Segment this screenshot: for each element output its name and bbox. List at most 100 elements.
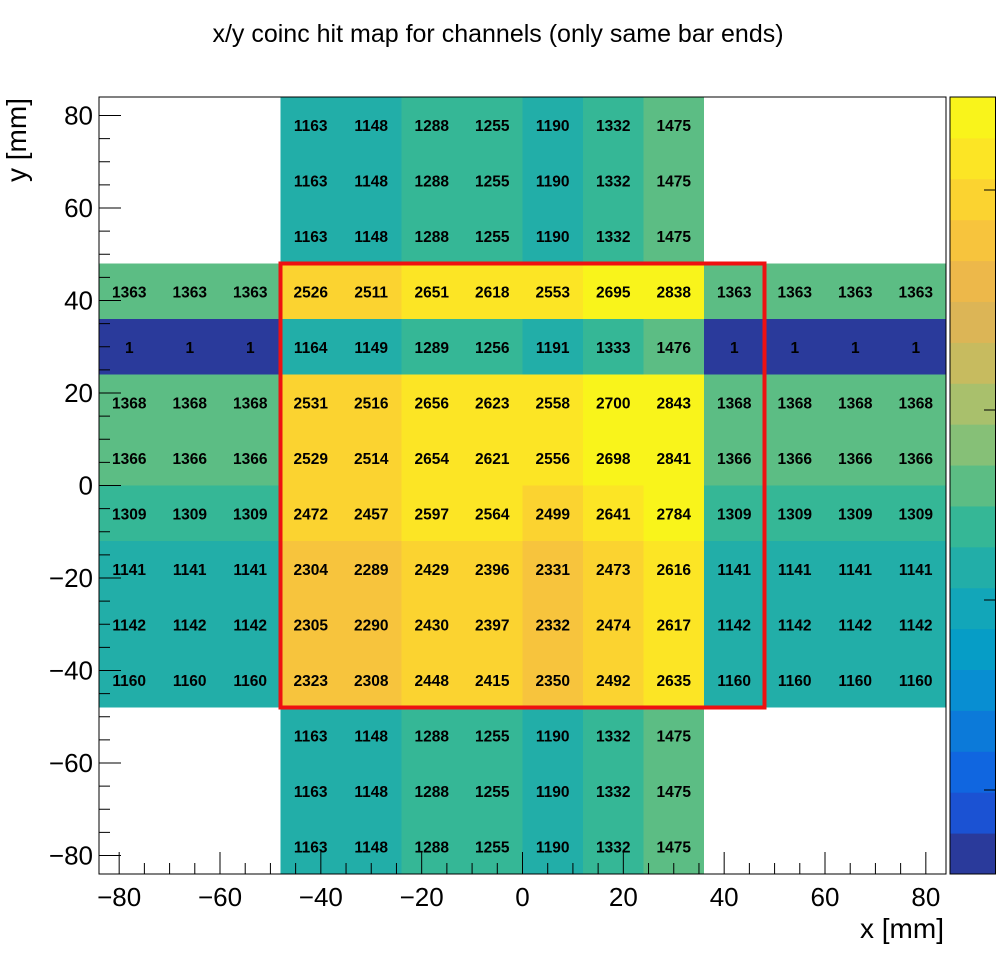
heatmap-cell [462, 707, 523, 763]
colorbar-segment [950, 792, 996, 834]
heatmap-cell [341, 707, 402, 763]
cell-value-label: 1366 [173, 451, 208, 468]
cell-value-label: 1363 [173, 284, 208, 301]
cell-value-label: 1475 [657, 784, 692, 801]
heatmap-cell [522, 97, 583, 153]
heatmap-cell [583, 97, 644, 153]
heatmap-cell [704, 596, 765, 652]
heatmap-cell [643, 430, 704, 486]
heatmap-cell [764, 485, 825, 541]
heatmap-cell [280, 596, 341, 652]
heatmap-cell [401, 430, 462, 486]
cell-value-label: 1332 [596, 118, 630, 135]
heatmap-cell [159, 430, 220, 486]
cell-value-label: 1142 [173, 617, 207, 634]
cell-value-label: 1163 [294, 173, 328, 190]
cell-value-label: 1142 [838, 617, 872, 634]
cell-value-label: 2430 [415, 617, 449, 634]
cell-value-label: 2332 [536, 617, 570, 634]
x-tick-label: −80 [97, 882, 141, 912]
cell-value-label: 1309 [233, 506, 268, 523]
cell-value-label: 1476 [657, 340, 692, 357]
y-tick-label: 0 [79, 471, 93, 501]
cell-value-label: 2396 [475, 562, 510, 579]
heatmap-cell [401, 374, 462, 430]
y-tick-label: −20 [49, 563, 93, 593]
cell-value-label: 1148 [354, 118, 388, 135]
cell-value-label: 1163 [294, 118, 328, 135]
cell-value-label: 1 [790, 340, 799, 357]
cell-value-label: 1309 [717, 506, 752, 523]
cell-value-label: 1142 [717, 617, 751, 634]
heatmap-cell [341, 763, 402, 819]
heatmap-cell [401, 152, 462, 208]
cell-value-label: 1148 [354, 839, 388, 856]
x-tick-label: 20 [609, 882, 638, 912]
heatmap-cell [159, 485, 220, 541]
cell-value-label: 2698 [596, 451, 631, 468]
heatmap-cell [220, 485, 281, 541]
cell-value-label: 1255 [475, 173, 510, 190]
heatmap-cell [159, 596, 220, 652]
cell-value-label: 1363 [778, 284, 813, 301]
heatmap-cell [462, 541, 523, 597]
y-tick-label: −40 [49, 656, 93, 686]
cell-value-label: 1164 [294, 340, 328, 357]
cell-value-label: 2290 [354, 617, 388, 634]
cell-value-label: 1366 [717, 451, 752, 468]
cell-value-label: 1148 [354, 728, 388, 745]
cell-value-label: 2474 [596, 617, 631, 634]
cell-value-label: 2641 [596, 506, 631, 523]
cell-value-label: 1368 [717, 395, 752, 412]
heatmap-cell [522, 596, 583, 652]
colorbar-segment [950, 383, 996, 425]
cell-value-label: 1142 [112, 617, 146, 634]
cell-value-label: 1332 [596, 229, 630, 246]
heatmap-cell [704, 652, 765, 708]
heatmap-cell [99, 652, 160, 708]
heatmap-cell [764, 652, 825, 708]
heatmap-cell [99, 541, 160, 597]
heatmap-cell [280, 430, 341, 486]
heatmap-cell [885, 374, 946, 430]
colorbar-segment [950, 219, 996, 262]
cell-value-label: 1366 [112, 451, 147, 468]
cell-value-label: 1288 [415, 839, 450, 856]
heatmap-cell [280, 541, 341, 597]
heatmap-cell [583, 763, 644, 819]
cell-value-label: 1 [246, 340, 255, 357]
heatmap-cell [825, 374, 886, 430]
cell-value-label: 1255 [475, 229, 510, 246]
cell-value-label: 1141 [233, 562, 267, 579]
heatmap-cell [704, 374, 765, 430]
x-tick-label: 60 [811, 882, 840, 912]
heatmap-cell [462, 430, 523, 486]
colorbar-segment [950, 178, 996, 221]
heatmap-cell [704, 263, 765, 319]
cell-value-label: 1160 [112, 673, 146, 690]
cell-value-label: 1190 [536, 229, 570, 246]
heatmap-cell [220, 319, 281, 375]
cell-value-label: 1289 [415, 340, 450, 357]
heatmap-cell [280, 263, 341, 319]
heatmap-cell [280, 374, 341, 430]
heatmap-cell [583, 652, 644, 708]
heatmap-cell [704, 541, 765, 597]
cell-value-label: 2651 [415, 284, 450, 301]
heatmap-cell [825, 319, 886, 375]
heatmap-cell [522, 430, 583, 486]
heatmap-cell [643, 596, 704, 652]
heatmap-cell [462, 374, 523, 430]
heatmap-cell [885, 485, 946, 541]
cell-value-label: 2397 [475, 617, 509, 634]
y-tick-labels: −80 −60 −40 −20 0 20 40 60 80 [49, 101, 93, 871]
cell-value-label: 1141 [173, 562, 207, 579]
heatmap-cell [583, 707, 644, 763]
heatmap-cell [704, 319, 765, 375]
cell-value-label: 2308 [354, 673, 389, 690]
heatmap-cell [643, 652, 704, 708]
cell-value-label: 1163 [294, 728, 328, 745]
cell-value-label: 2621 [475, 451, 510, 468]
cell-value-label: 1366 [899, 451, 934, 468]
heatmap-cell [159, 263, 220, 319]
